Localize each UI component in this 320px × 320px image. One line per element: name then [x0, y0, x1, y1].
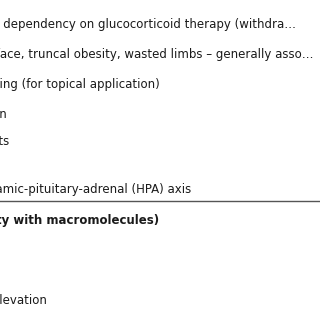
Text: g dependency on glucocorticoid therapy (withdra…: g dependency on glucocorticoid therapy (… — [0, 18, 296, 31]
Text: face, truncal obesity, wasted limbs – generally asso…: face, truncal obesity, wasted limbs – ge… — [0, 48, 314, 61]
Text: lamic-pituitary-adrenal (HPA) axis: lamic-pituitary-adrenal (HPA) axis — [0, 183, 191, 196]
Text: ity with macromolecules): ity with macromolecules) — [0, 214, 159, 227]
Text: cts: cts — [0, 135, 9, 148]
Text: elevation: elevation — [0, 294, 47, 307]
Text: ning (for topical application): ning (for topical application) — [0, 78, 160, 91]
Text: en: en — [0, 108, 7, 121]
